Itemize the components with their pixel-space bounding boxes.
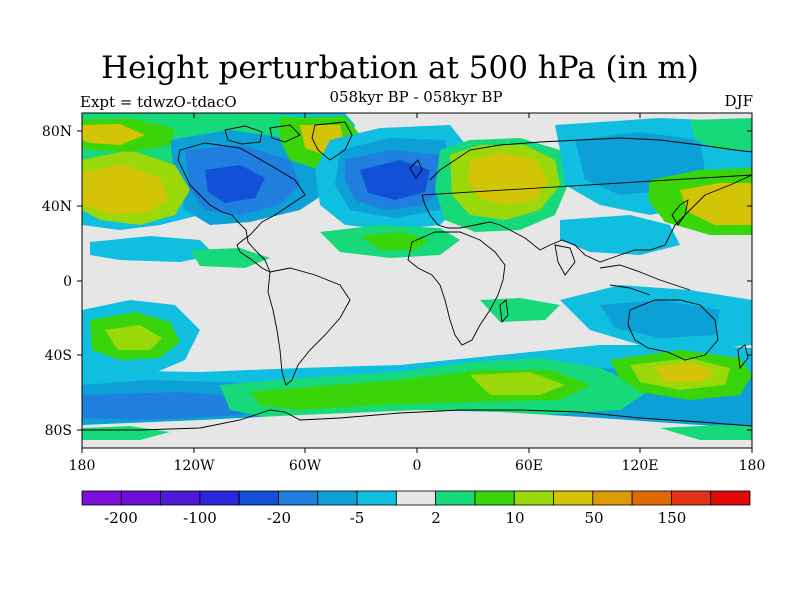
colorbar-swatch [513,490,554,506]
coast-japan [671,199,689,226]
colorbar-label: -100 [183,509,217,527]
lat-label-40n: 40N [42,199,72,215]
colorbar-label: -5 [350,509,365,527]
contour-subtrop-green-core [360,232,430,250]
lat-label-0: 0 [63,274,72,290]
lon-label-120e: 120E [622,458,659,474]
contour-so-right-yellow [655,363,715,382]
coast-africa [407,231,506,346]
colorbar-swatch [631,490,672,506]
colorbar-swatch [160,490,201,506]
colorbar-label: 50 [584,509,603,527]
contour-so-dblue [82,392,260,420]
lon-label-60w: 60W [289,458,322,474]
coastlines [82,121,752,431]
coast-india [554,244,576,276]
colorbar-label: 150 [658,509,687,527]
colorbar-swatch [238,490,279,506]
lat-label-80s: 80S [45,423,72,439]
colorbar-swatch [317,490,358,506]
contour-s-indian-green [480,298,560,322]
colorbar-swatch [120,490,161,506]
experiment-label: Expt = tdwzO-tdacO [80,93,237,111]
contour-s-pacific-lgreen [105,325,162,350]
colorbar-swatch [592,490,633,506]
contour-subtrop-blue [560,215,680,255]
season-label: DJF [724,92,753,110]
colorbar-swatch [710,490,751,506]
chart-title: Height perturbation at 500 hPa (in m) [101,50,699,86]
coast-south-america [267,267,351,386]
contour-antarctic-blue-right [720,410,752,425]
lat-tick-marks [77,130,752,431]
colorbar-swatch [671,490,712,506]
colorbar-labels: -200 -100 -20 -5 2 10 50 150 [104,509,686,527]
coast-new-zealand [737,344,749,370]
contour-antarctic-green-right [660,425,752,440]
colorbar-label: 10 [505,509,524,527]
colorbar-swatch [474,490,515,506]
contour-field [82,113,752,448]
colorbar-swatch [199,490,240,506]
lon-label-0: 0 [413,458,422,474]
contour-antarctic-grey [82,410,752,448]
colorbar-swatch [435,490,476,506]
lon-labels: 180 120W 60W 0 60E 120E 180 [69,458,766,474]
contour-arctic-green-right [690,118,752,150]
coast-arctic-islands [224,124,301,145]
colorbar-swatch [395,490,437,506]
coast-uk [409,159,423,179]
colorbar-label: -200 [104,509,138,527]
contour-atlantic-core [360,160,430,200]
colorbar-label: 2 [431,509,441,527]
contour-pacific-yellow [82,165,168,214]
lon-label-180w: 180 [69,458,96,474]
coast-antarctica [82,409,752,431]
lon-label-180e: 180 [739,458,766,474]
contour-n-america-core [205,165,265,203]
contour-arctic-yellow-left [82,124,145,145]
lat-label-40s: 40S [45,348,72,364]
coast-greenland [311,121,353,161]
contour-eurasia-yellow [468,152,548,205]
coast-madagascar [499,299,509,324]
colorbar-label: -20 [267,509,291,527]
lon-label-60e: 60E [515,458,543,474]
coast-eurasia [421,137,752,263]
colorbar-swatch [553,490,594,506]
coast-australia [627,299,719,361]
lon-label-120w: 120W [173,458,215,474]
coast-north-america [177,142,306,273]
contour-so-lgreen [470,372,565,395]
contour-subtrop-pac-blue [90,236,215,262]
colorbar [81,490,751,506]
contour-ne-pacific-yellow [680,183,752,225]
lat-labels: 80N 40N 0 40S 80S [42,124,72,439]
contour-subtrop-pac-green [190,248,270,268]
colorbar-swatch [81,490,122,506]
coast-se-asia-islands [599,264,691,296]
lat-label-80n: 80N [42,124,72,140]
lon-tick-marks [81,113,753,453]
colorbar-swatch [356,490,397,506]
chart-subtitle: 058kyr BP - 058kyr BP [329,88,503,106]
colorbar-swatch [278,490,319,506]
